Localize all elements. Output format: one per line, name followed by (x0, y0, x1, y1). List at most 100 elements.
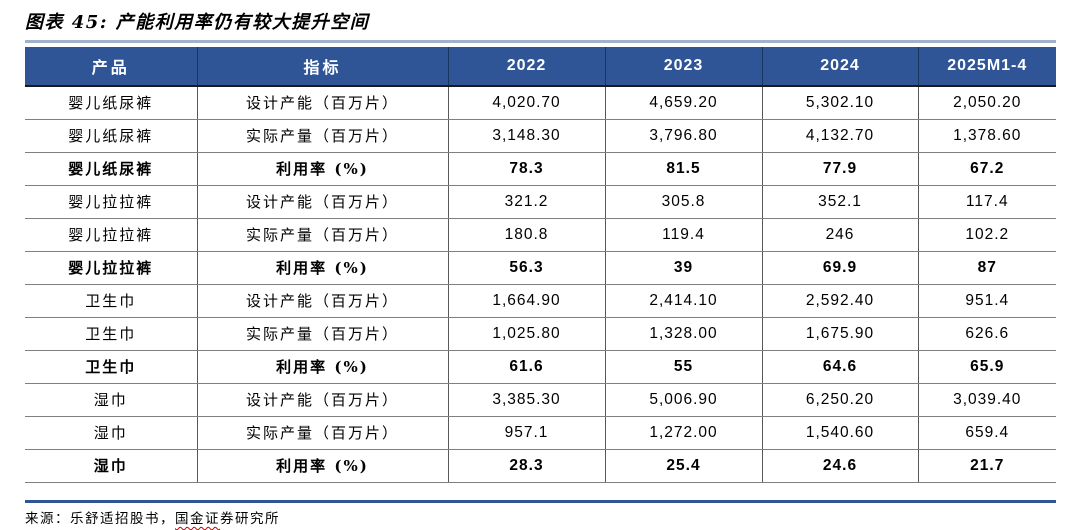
product-cell: 卫生巾 (25, 317, 198, 351)
value-cell: 1,328.00 (605, 317, 763, 351)
value-cell: 1,025.80 (448, 317, 606, 351)
value-cell: 25.4 (605, 449, 763, 483)
indicator-cell: 实际产量（百万片） (197, 218, 449, 252)
value-cell: 55 (605, 350, 763, 384)
product-cell: 湿巾 (25, 383, 198, 417)
indicator-cell: 利用率 (%) (197, 152, 449, 186)
value-cell: 2,414.10 (605, 284, 763, 318)
value-cell: 39 (605, 251, 763, 285)
value-cell: 28.3 (448, 449, 606, 483)
column-header-2025m1-4: 2025M1-4 (918, 47, 1056, 87)
value-cell: 957.1 (448, 416, 606, 450)
capacity-utilization-table: 产品 指标 2022 2023 2024 2025M1-4 婴儿纸尿裤 设计产能（百万片） 4… (25, 47, 1056, 483)
product-cell: 婴儿拉拉裤 (25, 218, 198, 252)
value-cell: 87 (918, 251, 1056, 285)
indicator-cell: 利用率 (%) (197, 350, 449, 384)
source-text-prefix: 来源：乐舒适招股书， (25, 511, 175, 527)
column-header-2023: 2023 (605, 47, 763, 87)
value-cell: 24.6 (762, 449, 919, 483)
value-cell: 81.5 (605, 152, 763, 186)
value-cell: 3,385.30 (448, 383, 606, 417)
value-cell: 2,050.20 (918, 86, 1056, 120)
product-cell: 湿巾 (25, 416, 198, 450)
value-cell: 78.3 (448, 152, 606, 186)
table-body: 婴儿纸尿裤 设计产能（百万片） 4,020.70 4,659.20 5,302.10 2,… (25, 86, 1056, 483)
value-cell: 3,039.40 (918, 383, 1056, 417)
indicator-cell: 实际产量（百万片） (197, 416, 449, 450)
value-cell: 626.6 (918, 317, 1056, 351)
value-cell: 119.4 (605, 218, 763, 252)
table-bottom-rule (25, 500, 1056, 503)
indicator-cell: 实际产量（百万片） (197, 119, 449, 153)
table-row: 婴儿拉拉裤 利用率 (%) 56.3 39 69.9 87 (25, 251, 1056, 285)
column-header-product: 产品 (25, 47, 198, 87)
indicator-cell: 设计产能（百万片） (197, 284, 449, 318)
value-cell: 21.7 (918, 449, 1056, 483)
value-cell: 180.8 (448, 218, 606, 252)
value-cell: 352.1 (762, 185, 919, 219)
value-cell: 61.6 (448, 350, 606, 384)
table-row: 湿巾 设计产能（百万片） 3,385.30 5,006.90 6,250.20 3,039… (25, 383, 1056, 417)
table-row: 婴儿纸尿裤 设计产能（百万片） 4,020.70 4,659.20 5,302.10 2,… (25, 86, 1056, 120)
indicator-cell: 设计产能（百万片） (197, 185, 449, 219)
table-row: 卫生巾 设计产能（百万片） 1,664.90 2,414.10 2,592.40 951.… (25, 284, 1056, 318)
column-header-indicator: 指标 (197, 47, 449, 87)
value-cell: 67.2 (918, 152, 1056, 186)
table-header: 产品 指标 2022 2023 2024 2025M1-4 (25, 47, 1056, 87)
product-cell: 卫生巾 (25, 284, 198, 318)
value-cell: 117.4 (918, 185, 1056, 219)
indicator-cell: 实际产量（百万片） (197, 317, 449, 351)
value-cell: 1,272.00 (605, 416, 763, 450)
product-cell: 婴儿纸尿裤 (25, 119, 198, 153)
source-text-spellcheck-flagged: 国金证 (175, 511, 220, 527)
source-text-suffix: 券研究所 (220, 511, 280, 527)
table-row: 婴儿拉拉裤 设计产能（百万片） 321.2 305.8 352.1 117.4 (25, 185, 1056, 219)
value-cell: 321.2 (448, 185, 606, 219)
value-cell: 1,378.60 (918, 119, 1056, 153)
product-cell: 卫生巾 (25, 350, 198, 384)
value-cell: 77.9 (762, 152, 919, 186)
value-cell: 1,540.60 (762, 416, 919, 450)
value-cell: 246 (762, 218, 919, 252)
value-cell: 69.9 (762, 251, 919, 285)
value-cell: 64.6 (762, 350, 919, 384)
product-cell: 婴儿纸尿裤 (25, 86, 198, 120)
value-cell: 2,592.40 (762, 284, 919, 318)
value-cell: 3,148.30 (448, 119, 606, 153)
value-cell: 6,250.20 (762, 383, 919, 417)
value-cell: 65.9 (918, 350, 1056, 384)
column-header-2024: 2024 (762, 47, 919, 87)
title-divider-rule (25, 40, 1056, 43)
value-cell: 4,132.70 (762, 119, 919, 153)
table-row: 婴儿纸尿裤 利用率 (%) 78.3 81.5 77.9 67.2 (25, 152, 1056, 186)
value-cell: 1,675.90 (762, 317, 919, 351)
value-cell: 305.8 (605, 185, 763, 219)
column-header-2022: 2022 (448, 47, 606, 87)
indicator-cell: 设计产能（百万片） (197, 86, 449, 120)
table-row: 婴儿纸尿裤 实际产量（百万片） 3,148.30 3,796.80 4,132.70 1,… (25, 119, 1056, 153)
value-cell: 56.3 (448, 251, 606, 285)
value-cell: 5,006.90 (605, 383, 763, 417)
indicator-cell: 利用率 (%) (197, 449, 449, 483)
product-cell: 婴儿纸尿裤 (25, 152, 198, 186)
table-row: 湿巾 利用率 (%) 28.3 25.4 24.6 21.7 (25, 449, 1056, 483)
value-cell: 659.4 (918, 416, 1056, 450)
product-cell: 婴儿拉拉裤 (25, 251, 198, 285)
source-note: 来源：乐舒适招股书，国金证券研究所 (25, 507, 280, 527)
figure-title: 图表 45: 产能利用率仍有较大提升空间 (25, 12, 370, 33)
value-cell: 4,020.70 (448, 86, 606, 120)
value-cell: 102.2 (918, 218, 1056, 252)
table-row: 婴儿拉拉裤 实际产量（百万片） 180.8 119.4 246 102.2 (25, 218, 1056, 252)
value-cell: 3,796.80 (605, 119, 763, 153)
value-cell: 4,659.20 (605, 86, 763, 120)
value-cell: 5,302.10 (762, 86, 919, 120)
table-row: 卫生巾 利用率 (%) 61.6 55 64.6 65.9 (25, 350, 1056, 384)
product-cell: 婴儿拉拉裤 (25, 185, 198, 219)
indicator-cell: 设计产能（百万片） (197, 383, 449, 417)
table-row: 卫生巾 实际产量（百万片） 1,025.80 1,328.00 1,675.90 626.… (25, 317, 1056, 351)
product-cell: 湿巾 (25, 449, 198, 483)
indicator-cell: 利用率 (%) (197, 251, 449, 285)
value-cell: 1,664.90 (448, 284, 606, 318)
table-row: 湿巾 实际产量（百万片） 957.1 1,272.00 1,540.60 659.4 (25, 416, 1056, 450)
